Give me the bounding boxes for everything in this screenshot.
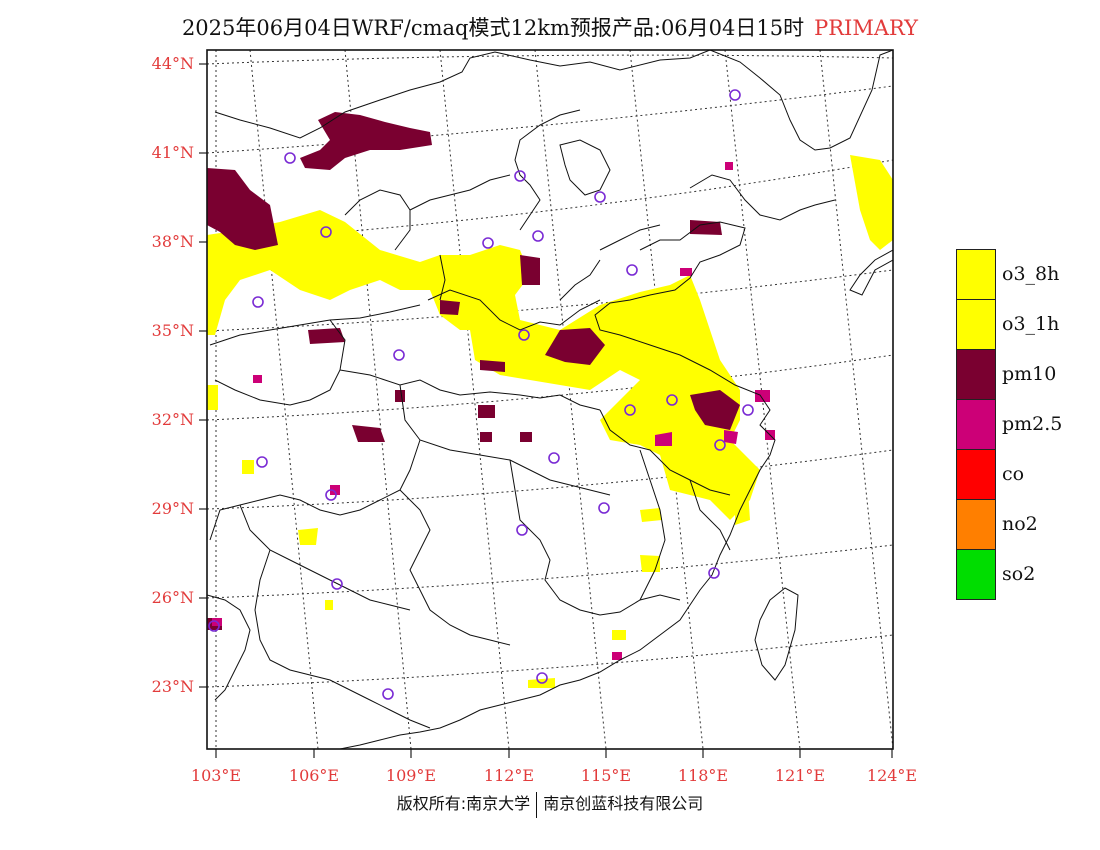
legend-label: so2 bbox=[1002, 563, 1036, 585]
ozone-areas bbox=[207, 155, 893, 688]
copyright-footer: 版权所有:南京大学 南京创蓝科技有限公司 bbox=[0, 790, 1100, 818]
lon-label-109e: 109°E bbox=[385, 766, 437, 785]
lat-label-41n: 41°N bbox=[151, 143, 194, 162]
lon-label-124e: 124°E bbox=[866, 766, 918, 785]
lat-label-23n: 23°N bbox=[151, 677, 194, 696]
lat-label-35n: 35°N bbox=[151, 321, 194, 340]
lat-label-29n: 29°N bbox=[151, 499, 194, 518]
lon-label-112e: 112°E bbox=[483, 766, 535, 785]
legend-swatch bbox=[956, 499, 996, 550]
copyright-company: 南京创蓝科技有限公司 bbox=[543, 794, 704, 813]
legend-label: pm2.5 bbox=[1002, 413, 1063, 435]
lon-label-115e: 115°E bbox=[580, 766, 632, 785]
legend-swatch bbox=[956, 349, 996, 400]
lat-label-32n: 32°N bbox=[151, 410, 194, 429]
map-frame bbox=[206, 49, 894, 750]
legend-swatch bbox=[956, 549, 996, 600]
legend-label: co bbox=[1002, 463, 1025, 485]
footer-divider bbox=[536, 791, 538, 818]
boundaries bbox=[207, 50, 893, 749]
legend-label: no2 bbox=[1002, 513, 1038, 535]
legend-swatch bbox=[956, 399, 996, 450]
legend-label: pm10 bbox=[1002, 363, 1057, 385]
pm10-areas bbox=[207, 112, 740, 630]
lon-label-103e: 103°E bbox=[190, 766, 242, 785]
primary-tag: PRIMARY bbox=[814, 16, 919, 40]
map-title: 2025年06月04日WRF/cmaq模式12km预报产品:06月04日15时 P… bbox=[0, 12, 1100, 42]
lat-ticks bbox=[199, 63, 207, 688]
lon-label-106e: 106°E bbox=[288, 766, 340, 785]
legend-label: o3_8h bbox=[1002, 263, 1060, 285]
legend-swatch bbox=[956, 299, 996, 350]
lon-label-121e: 121°E bbox=[774, 766, 826, 785]
map-title-main: 2025年06月04日WRF/cmaq模式12km预报产品:06月04日15时 bbox=[181, 16, 805, 40]
station-markers bbox=[208, 89, 754, 700]
lat-label-26n: 26°N bbox=[151, 588, 194, 607]
lon-label-118e: 118°E bbox=[677, 766, 729, 785]
legend-swatch bbox=[956, 249, 996, 300]
copyright-owner: 版权所有:南京大学 bbox=[396, 794, 531, 813]
legend-swatch bbox=[956, 449, 996, 500]
lat-label-38n: 38°N bbox=[151, 232, 194, 251]
lon-ticks bbox=[215, 749, 893, 758]
lat-label-44n: 44°N bbox=[151, 54, 194, 73]
legend-label: o3_1h bbox=[1002, 313, 1060, 335]
graticule bbox=[207, 50, 893, 749]
